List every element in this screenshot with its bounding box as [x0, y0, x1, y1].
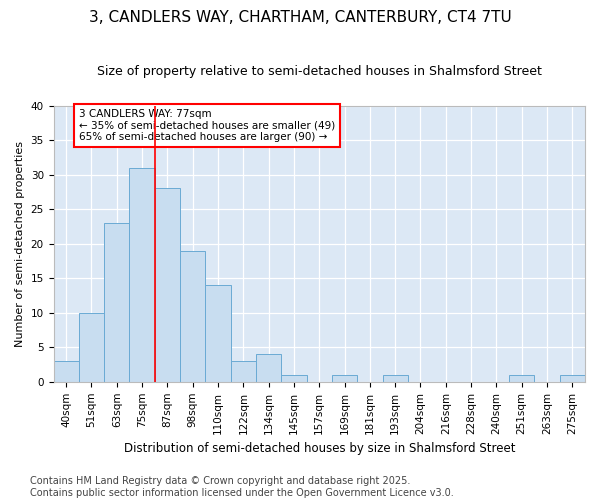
- Bar: [180, 250, 205, 382]
- Bar: [560, 375, 585, 382]
- Bar: [281, 375, 307, 382]
- Text: 3 CANDLERS WAY: 77sqm
← 35% of semi-detached houses are smaller (49)
65% of semi: 3 CANDLERS WAY: 77sqm ← 35% of semi-deta…: [79, 109, 335, 142]
- Bar: [79, 313, 104, 382]
- Bar: [53, 361, 79, 382]
- Bar: [509, 375, 535, 382]
- Bar: [383, 375, 408, 382]
- Bar: [256, 354, 281, 382]
- Bar: [205, 285, 230, 382]
- Text: 3, CANDLERS WAY, CHARTHAM, CANTERBURY, CT4 7TU: 3, CANDLERS WAY, CHARTHAM, CANTERBURY, C…: [89, 10, 511, 25]
- Bar: [155, 188, 180, 382]
- Bar: [230, 361, 256, 382]
- Text: Contains HM Land Registry data © Crown copyright and database right 2025.
Contai: Contains HM Land Registry data © Crown c…: [30, 476, 454, 498]
- Bar: [130, 168, 155, 382]
- Y-axis label: Number of semi-detached properties: Number of semi-detached properties: [15, 140, 25, 346]
- X-axis label: Distribution of semi-detached houses by size in Shalmsford Street: Distribution of semi-detached houses by …: [124, 442, 515, 455]
- Bar: [332, 375, 357, 382]
- Title: Size of property relative to semi-detached houses in Shalmsford Street: Size of property relative to semi-detach…: [97, 65, 542, 78]
- Bar: [104, 223, 130, 382]
